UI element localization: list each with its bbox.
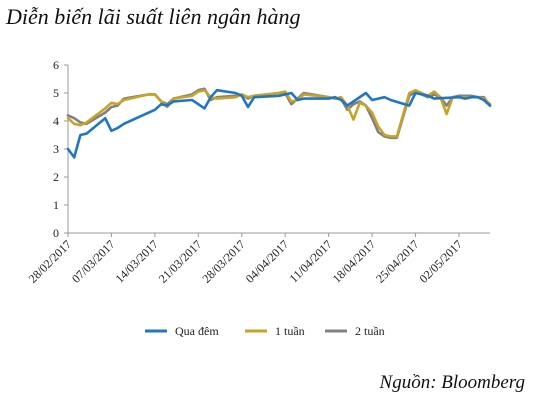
y-tick-label: 1 [53,198,59,212]
chart-legend: Qua đêm 1 tuần 2 tuần [145,324,385,338]
legend-label: Qua đêm [175,324,219,338]
x-tick-label: 28/03/2017 [199,237,248,286]
source-note: Nguồn: Bloomberg [379,372,525,393]
x-tick-label: 11/04/2017 [287,237,335,285]
x-tick-label: 21/03/2017 [156,237,205,286]
x-tick-label: 04/04/2017 [243,237,292,286]
series-line-qua-dem [66,88,492,159]
x-tick-label: 28/02/2017 [26,237,75,286]
y-tick-label: 2 [53,170,59,184]
y-axis-ticks: 0 1 2 3 4 5 6 [53,58,68,240]
y-tick-label: 3 [53,142,59,156]
x-tick-label: 07/03/2017 [69,237,118,286]
page-title: Diễn biến lãi suất liên ngân hàng [6,4,301,29]
y-tick-label: 5 [53,86,59,100]
x-tick-label: 14/03/2017 [112,237,161,286]
legend-label: 1 tuần [275,324,305,338]
x-tick-label: 18/04/2017 [330,237,379,286]
y-tick-label: 6 [53,58,59,72]
x-axis-ticks: 28/02/201707/03/201714/03/201721/03/2017… [26,233,466,286]
y-tick-label: 4 [53,114,59,128]
legend-label: 2 tuần [355,324,385,338]
chart-axes [67,65,490,234]
x-tick-label: 02/05/2017 [417,237,466,286]
x-tick-label: 25/04/2017 [373,237,422,286]
series-lines [66,87,492,159]
y-tick-label: 0 [53,226,59,240]
series-line-1-tuan [66,88,492,138]
